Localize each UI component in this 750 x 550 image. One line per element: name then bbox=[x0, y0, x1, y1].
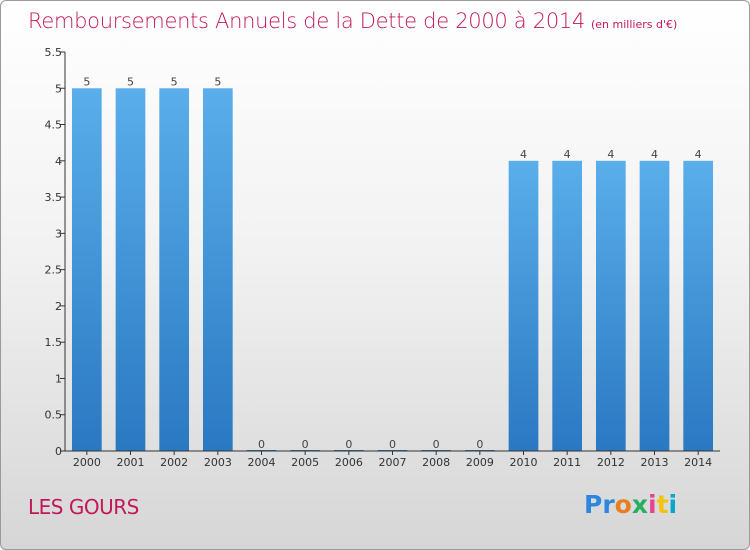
y-tick-label: 3 bbox=[55, 227, 62, 240]
x-tick-label: 2009 bbox=[466, 456, 494, 469]
data-label: 4 bbox=[607, 148, 614, 161]
x-tick-label: 2004 bbox=[248, 456, 276, 469]
proxiti-logo: Proxiti bbox=[584, 490, 677, 519]
bar bbox=[639, 160, 670, 451]
y-tick-label: 2.5 bbox=[45, 264, 63, 277]
data-label: 4 bbox=[564, 148, 571, 161]
data-label: 0 bbox=[258, 438, 265, 451]
x-tick-label: 2010 bbox=[510, 456, 538, 469]
x-tick-label: 2012 bbox=[597, 456, 625, 469]
x-tick-label: 2001 bbox=[117, 456, 145, 469]
logo-part: i bbox=[668, 490, 678, 519]
place-name: LES GOURS bbox=[28, 495, 139, 519]
bar bbox=[115, 88, 146, 451]
chart-unit-note: (en milliers d'€) bbox=[591, 18, 678, 31]
chart-title: Remboursements Annuels de la Dette de 20… bbox=[28, 9, 677, 33]
y-tick-label: 4 bbox=[55, 155, 62, 168]
bar bbox=[552, 160, 583, 451]
data-label: 4 bbox=[651, 148, 658, 161]
x-tick-label: 2008 bbox=[422, 456, 450, 469]
x-tick-label: 2007 bbox=[379, 456, 407, 469]
bar bbox=[159, 88, 190, 451]
x-tick-label: 2013 bbox=[641, 456, 669, 469]
x-tick-label: 2011 bbox=[553, 456, 581, 469]
x-tick-label: 2014 bbox=[684, 456, 712, 469]
y-tick-label: 3.5 bbox=[45, 191, 63, 204]
data-label: 0 bbox=[433, 438, 440, 451]
x-tick-label: 2005 bbox=[291, 456, 319, 469]
data-label: 4 bbox=[520, 148, 527, 161]
bar bbox=[202, 88, 233, 451]
logo-part: o bbox=[614, 490, 632, 519]
bar bbox=[683, 160, 714, 451]
data-label: 4 bbox=[695, 148, 702, 161]
bar bbox=[71, 88, 102, 451]
logo-part: x bbox=[631, 490, 648, 519]
data-label: 5 bbox=[127, 75, 134, 88]
data-label: 0 bbox=[302, 438, 309, 451]
chart-title-text: Remboursements Annuels de la Dette de 20… bbox=[28, 9, 585, 33]
logo-part: i bbox=[647, 490, 657, 519]
y-tick-label: 4.5 bbox=[45, 119, 63, 132]
data-label: 0 bbox=[476, 438, 483, 451]
data-label: 5 bbox=[83, 75, 90, 88]
data-label: 5 bbox=[171, 75, 178, 88]
logo-part: Pr bbox=[584, 490, 615, 519]
x-tick-label: 2003 bbox=[204, 456, 232, 469]
data-label: 0 bbox=[389, 438, 396, 451]
y-tick-label: 1.5 bbox=[45, 336, 63, 349]
x-tick-label: 2002 bbox=[160, 456, 188, 469]
y-tick-label: 1 bbox=[55, 372, 62, 385]
y-tick-label: 2 bbox=[55, 300, 62, 313]
bar bbox=[595, 160, 626, 451]
y-tick-label: 0 bbox=[55, 445, 62, 458]
data-label: 0 bbox=[345, 438, 352, 451]
bar bbox=[508, 160, 539, 451]
data-label: 5 bbox=[214, 75, 221, 88]
y-tick-label: 5 bbox=[55, 82, 62, 95]
x-tick-label: 2006 bbox=[335, 456, 363, 469]
y-tick-label: 0.5 bbox=[45, 409, 63, 422]
y-tick-label: 5.5 bbox=[45, 46, 63, 59]
x-tick-label: 2000 bbox=[73, 456, 101, 469]
logo-part: t bbox=[656, 490, 669, 519]
